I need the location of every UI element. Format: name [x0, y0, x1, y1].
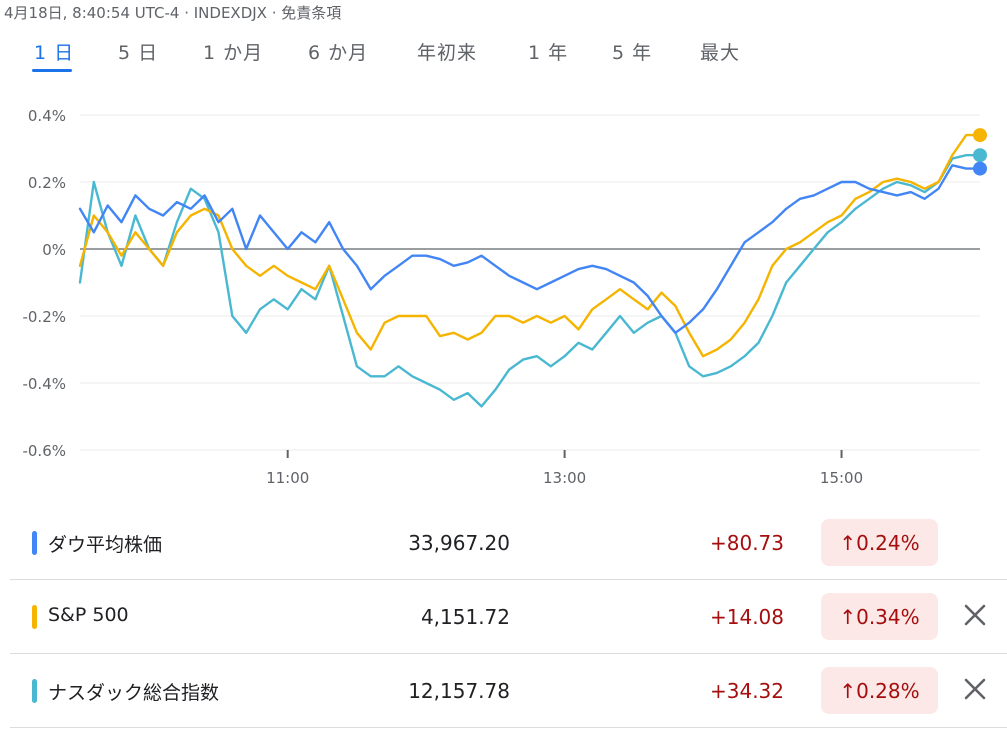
y-tick-label: -0.6% — [22, 442, 66, 460]
series-color-bar — [32, 679, 37, 703]
header-timestamp: 4月18日, 8:40:54 UTC-4 · INDEXDJX · 免責条項 — [4, 4, 342, 22]
x-tick-label: 11:00 — [266, 469, 309, 487]
y-tick-label: -0.2% — [22, 308, 66, 326]
table-row[interactable]: S&P 500 4,151.72 +14.08 ↑0.34% — [10, 580, 1007, 654]
y-tick-label: 0.2% — [28, 174, 66, 192]
tab-5d[interactable]: 5 日 — [118, 42, 159, 64]
tab-max[interactable]: 最大 — [700, 42, 741, 64]
chart-y-axis: 0.4% 0.2% 0% -0.2% -0.4% -0.6% — [22, 107, 66, 460]
chart-end-markers — [973, 128, 987, 176]
tab-1d[interactable]: 1 日 — [34, 42, 75, 64]
index-change: +80.73 — [709, 531, 784, 555]
tab-1m[interactable]: 1 か月 — [203, 42, 264, 64]
chart-series — [78, 133, 982, 408]
series-end-dot — [973, 148, 987, 163]
table-row[interactable]: ダウ平均株価 33,967.20 +80.73 ↑0.24% — [10, 506, 1007, 580]
index-name: ナスダック総合指数 — [48, 682, 220, 704]
x-tick-label: 15:00 — [820, 469, 863, 487]
range-tabs: 1 日 5 日 1 か月 6 か月 年初来 1 年 5 年 最大 — [14, 38, 774, 74]
y-tick-label: -0.4% — [22, 375, 66, 393]
index-change: +14.08 — [709, 605, 784, 629]
tab-ytd[interactable]: 年初来 — [417, 42, 478, 64]
index-change: +34.32 — [709, 679, 784, 703]
index-name: ダウ平均株価 — [48, 534, 163, 556]
y-tick-label: 0% — [42, 241, 66, 259]
chart-grid — [80, 114, 980, 451]
series-color-bar — [32, 605, 37, 629]
series-end-dot — [973, 128, 987, 143]
tab-6m[interactable]: 6 か月 — [308, 42, 369, 64]
index-change-percent-badge: ↑0.28% — [821, 667, 938, 714]
index-table: ダウ平均株価 33,967.20 +80.73 ↑0.24% S&P 500 4… — [0, 506, 1007, 728]
index-price: 12,157.78 — [408, 679, 510, 703]
index-price: 33,967.20 — [408, 531, 510, 555]
series-line — [78, 154, 982, 408]
table-row[interactable]: ナスダック総合指数 12,157.78 +34.32 ↑0.28% — [10, 654, 1007, 728]
index-price: 4,151.72 — [420, 605, 510, 629]
index-line-chart: 0.4% 0.2% 0% -0.2% -0.4% -0.6% 11:00 13:00 15:0… — [22, 107, 987, 487]
tab-1y[interactable]: 1 年 — [528, 42, 569, 64]
tab-active-indicator — [32, 69, 72, 72]
series-line — [78, 164, 982, 334]
series-end-dot — [973, 161, 987, 176]
index-name: S&P 500 — [48, 604, 129, 626]
y-tick-label: 0.4% — [28, 107, 66, 125]
index-change-percent-badge: ↑0.34% — [821, 593, 938, 640]
close-icon[interactable] — [960, 674, 990, 704]
tab-5y[interactable]: 5 年 — [612, 42, 653, 64]
series-line — [78, 133, 982, 358]
index-change-percent-badge: ↑0.24% — [821, 519, 938, 566]
chart-x-axis: 11:00 13:00 15:00 — [266, 450, 863, 487]
x-tick-label: 13:00 — [543, 469, 586, 487]
series-color-bar — [32, 531, 37, 555]
close-icon[interactable] — [960, 600, 990, 630]
